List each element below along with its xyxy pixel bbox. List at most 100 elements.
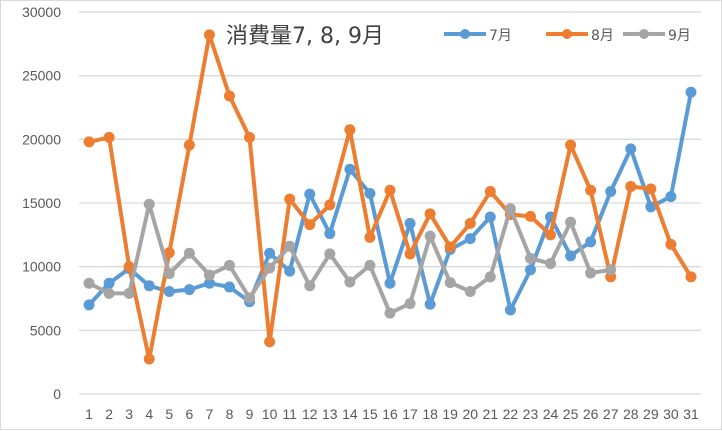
data-point-marker	[685, 86, 697, 98]
x-tick-label: 8	[226, 406, 234, 422]
x-tick-label: 24	[543, 406, 559, 422]
data-point-marker	[685, 271, 697, 283]
x-tick-label: 25	[563, 406, 579, 422]
y-tick-label: 15000	[22, 195, 61, 211]
data-point-marker	[203, 277, 215, 289]
x-tick-label: 20	[462, 406, 478, 422]
data-point-marker	[264, 336, 276, 348]
legend-marker-icon	[460, 29, 470, 39]
data-point-marker	[324, 228, 336, 240]
legend-marker-icon	[639, 29, 649, 39]
x-axis: 1 2 3 4 5 6 7 8 9 10 11 12 13 14 15 16 17 18 19 20 21 22 23 24 2…	[85, 406, 699, 422]
data-point-marker	[344, 124, 356, 136]
x-tick-label: 4	[145, 406, 153, 422]
data-point-marker	[103, 277, 115, 289]
data-point-marker	[484, 211, 496, 223]
series-9月	[83, 198, 617, 319]
data-point-marker	[504, 304, 516, 316]
data-point-marker	[404, 217, 416, 229]
plot-series	[83, 29, 697, 365]
x-tick-label: 17	[402, 406, 418, 422]
legend-item-8月: 8月	[546, 28, 614, 44]
data-point-marker	[444, 241, 456, 253]
data-point-marker	[223, 259, 235, 271]
data-point-marker	[384, 307, 396, 319]
y-tick-label: 5000	[30, 322, 61, 338]
data-point-marker	[244, 292, 256, 304]
data-point-marker	[565, 216, 577, 228]
data-point-marker	[484, 186, 496, 198]
data-point-marker	[504, 203, 516, 215]
y-tick-label: 20000	[22, 131, 61, 147]
data-point-marker	[83, 136, 95, 148]
legend-item-9月: 9月	[623, 28, 691, 44]
data-point-marker	[464, 217, 476, 229]
data-point-marker	[324, 248, 336, 260]
data-point-marker	[364, 231, 376, 243]
data-point-marker	[364, 187, 376, 199]
data-point-marker	[424, 298, 436, 310]
data-point-marker	[344, 276, 356, 288]
data-point-marker	[444, 277, 456, 289]
data-point-marker	[103, 131, 115, 143]
data-point-marker	[665, 191, 677, 203]
data-point-marker	[424, 230, 436, 242]
x-tick-label: 2	[105, 406, 113, 422]
x-tick-label: 5	[165, 406, 173, 422]
x-tick-label: 12	[302, 406, 318, 422]
data-point-marker	[304, 280, 316, 292]
data-point-marker	[384, 184, 396, 196]
data-point-marker	[464, 285, 476, 297]
data-point-marker	[83, 299, 95, 311]
chart-title: 消費量7, 8, 9月	[226, 24, 384, 49]
legend-item-7月: 7月	[444, 28, 512, 44]
data-point-marker	[183, 247, 195, 259]
data-point-marker	[163, 247, 175, 259]
x-tick-label: 18	[422, 406, 438, 422]
data-point-marker	[324, 199, 336, 211]
data-point-marker	[163, 268, 175, 280]
data-point-marker	[143, 280, 155, 292]
gridlines	[79, 11, 701, 395]
data-point-marker	[304, 219, 316, 231]
x-tick-label: 7	[206, 406, 214, 422]
data-point-marker	[83, 277, 95, 289]
data-point-marker	[143, 353, 155, 365]
data-point-marker	[645, 183, 657, 195]
x-tick-label: 27	[603, 406, 619, 422]
x-tick-label: 26	[583, 406, 599, 422]
series-8月	[83, 29, 697, 365]
data-point-marker	[183, 284, 195, 296]
data-point-marker	[304, 188, 316, 200]
x-tick-label: 13	[322, 406, 338, 422]
data-point-marker	[464, 233, 476, 245]
data-point-marker	[183, 139, 195, 151]
x-tick-label: 9	[246, 406, 254, 422]
x-tick-label: 16	[382, 406, 398, 422]
data-point-marker	[545, 229, 557, 241]
data-point-marker	[203, 269, 215, 281]
data-point-marker	[585, 267, 597, 279]
data-point-marker	[264, 247, 276, 259]
data-point-marker	[645, 201, 657, 213]
data-point-marker	[364, 259, 376, 271]
data-point-marker	[344, 163, 356, 175]
x-tick-label: 28	[623, 406, 639, 422]
data-point-marker	[605, 264, 617, 276]
x-tick-label: 19	[442, 406, 458, 422]
data-point-marker	[404, 298, 416, 310]
data-point-marker	[284, 193, 296, 205]
data-point-marker	[524, 210, 536, 222]
x-tick-label: 3	[125, 406, 133, 422]
data-point-marker	[143, 198, 155, 210]
x-tick-label: 14	[342, 406, 358, 422]
data-point-marker	[123, 287, 135, 299]
data-point-marker	[244, 131, 256, 143]
data-point-marker	[565, 139, 577, 151]
x-tick-label: 30	[663, 406, 679, 422]
x-tick-label: 15	[362, 406, 378, 422]
y-tick-label: 25000	[22, 68, 61, 84]
data-point-marker	[223, 90, 235, 102]
